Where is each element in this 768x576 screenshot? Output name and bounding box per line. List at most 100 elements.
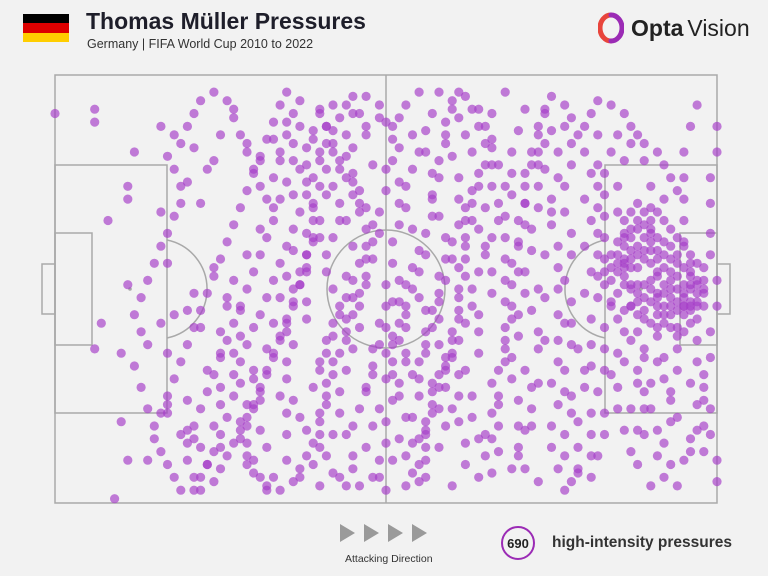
- pressure-point: [169, 164, 179, 174]
- pressure-point: [447, 335, 457, 345]
- pressure-point: [639, 352, 649, 363]
- pressure-point: [222, 96, 232, 106]
- pressure-point: [374, 228, 384, 238]
- pressure-point: [487, 143, 497, 153]
- pressure-point: [182, 425, 192, 435]
- pressure-point: [388, 121, 398, 131]
- pressure-point: [275, 293, 285, 303]
- pressure-point: [421, 348, 431, 358]
- pressure-point: [394, 177, 404, 187]
- pressure-point: [361, 203, 371, 213]
- pressure-point: [235, 417, 245, 427]
- pressure-point: [268, 275, 279, 285]
- pressure-point: [441, 275, 451, 285]
- pressure-point: [341, 365, 351, 375]
- pressure-point: [467, 284, 477, 294]
- pressure-point: [275, 391, 285, 401]
- pressure-point: [401, 100, 411, 110]
- pressure-point: [196, 305, 206, 315]
- pressure-point: [229, 318, 239, 328]
- pressure-point: [652, 357, 663, 367]
- pressure-point: [659, 194, 669, 204]
- pressure-point: [699, 395, 709, 405]
- pressure-point: [626, 233, 636, 243]
- pressure-point: [692, 335, 702, 345]
- pressure-point: [123, 194, 133, 204]
- pressure-point: [209, 156, 219, 166]
- pressure-point: [586, 408, 596, 418]
- pressure-point: [368, 421, 378, 431]
- pressure-point: [560, 100, 570, 110]
- pressure-point: [275, 156, 285, 166]
- pressure-point: [520, 267, 530, 277]
- pressure-point: [215, 382, 226, 392]
- pressure-point: [328, 233, 338, 243]
- pressure-point: [639, 245, 649, 256]
- pressure-point: [480, 203, 490, 213]
- pressure-point: [480, 121, 490, 131]
- pressure-point: [679, 215, 689, 226]
- pressure-point: [421, 417, 431, 427]
- pressure-point: [268, 318, 279, 328]
- pressure-point: [414, 293, 424, 303]
- pressure-point: [321, 267, 331, 277]
- pressure-point: [639, 138, 649, 149]
- pressure-point: [202, 164, 212, 174]
- pressure-point: [295, 472, 305, 482]
- pressure-point: [169, 130, 179, 140]
- pressure-point: [215, 352, 226, 363]
- pressure-point: [447, 254, 457, 264]
- pressure-point: [520, 198, 530, 208]
- pressure-point: [639, 404, 649, 414]
- pressure-point: [599, 322, 610, 333]
- pressure-point: [619, 241, 629, 251]
- pressure-point: [302, 451, 312, 461]
- pressure-point: [348, 275, 358, 285]
- pressure-point: [401, 301, 411, 311]
- pressure-point: [129, 310, 139, 320]
- pressure-point: [474, 224, 484, 234]
- pressure-point: [341, 271, 351, 281]
- pressure-point: [262, 233, 272, 243]
- pressure-point: [705, 173, 716, 183]
- pressure-point: [196, 322, 206, 333]
- pressure-point: [96, 318, 106, 328]
- pressure-point: [381, 438, 391, 448]
- pressure-point: [580, 365, 590, 375]
- chart-subtitle: Germany | FIFA World Cup 2010 to 2022: [87, 37, 314, 51]
- pressure-point: [288, 340, 298, 350]
- pressure-point: [421, 228, 431, 238]
- pressure-point: [467, 198, 477, 208]
- pressure-point: [374, 472, 384, 482]
- pressure-point: [229, 391, 239, 401]
- pressure-point: [619, 327, 629, 337]
- pressure-point: [414, 459, 424, 470]
- pressure-point: [639, 429, 649, 440]
- pressure-point: [546, 91, 557, 101]
- pressure-point: [249, 164, 259, 174]
- pressure-point: [566, 391, 577, 401]
- pressure-point: [527, 147, 537, 157]
- pressure-point: [315, 442, 325, 452]
- pressure-point: [685, 258, 696, 268]
- pressure-point: [354, 301, 365, 311]
- pressure-point: [699, 370, 709, 380]
- pressure-point: [308, 438, 318, 448]
- pressure-point: [500, 254, 510, 264]
- pressure-point: [328, 357, 338, 367]
- pressure-point: [712, 455, 722, 465]
- pressure-point: [586, 314, 596, 324]
- pressure-point: [633, 459, 643, 470]
- pressure-point: [229, 348, 239, 358]
- pressure-point: [209, 263, 219, 273]
- pressure-point: [493, 391, 504, 401]
- pressure-point: [229, 104, 239, 114]
- pressure-point: [447, 352, 457, 363]
- pressure-point: [361, 442, 371, 452]
- pressure-point: [394, 378, 404, 388]
- pressure-point: [685, 284, 696, 294]
- brand-word-vision: Vision: [687, 14, 750, 41]
- pressure-point: [368, 160, 378, 170]
- pressure-point: [507, 352, 517, 363]
- pressure-point: [593, 130, 603, 140]
